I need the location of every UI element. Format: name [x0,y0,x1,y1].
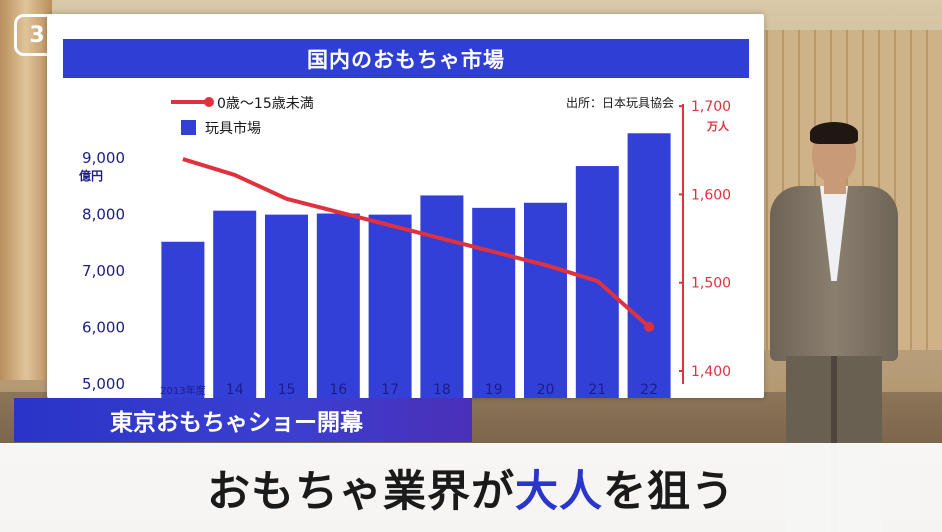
y-left-tick-label: 9,000 [82,149,125,167]
legend-line-label: 0歳〜15歳未満 [217,96,314,112]
presenter-hair [810,122,858,144]
y-left-tick-label: 6,000 [82,319,125,337]
main-caption: おもちゃ業界が 大人 を狙う [0,443,942,532]
bar-toy-market [265,214,308,398]
x-tick-label: 19 [485,382,503,398]
bar-toy-market [420,195,464,398]
bar-toy-market [627,133,671,398]
x-tick-label: 22 [640,382,658,398]
main-caption-part1: おもちゃ業界が [207,466,515,517]
sub-caption: 東京おもちゃショー開幕 [14,398,472,442]
legend-line-marker [204,97,214,107]
bar-toy-market [316,213,360,398]
x-tick-label: 21 [588,382,606,398]
chart-title: 国内のおもちゃ市場 [63,39,749,78]
y-left-tick-label: 8,000 [82,206,125,224]
chart-board: 国内のおもちゃ市場 5,000 6,000 7,000 8,000 9,000 億円 201… [47,14,764,398]
legend-bar-swatch [181,120,196,135]
main-caption-part2: を狙う [603,466,735,517]
x-tick-label: 18 [433,382,451,398]
bar-toy-market [213,210,257,398]
main-caption-emphasis: 大人 [515,466,603,517]
x-tick-label: 2013年度 [160,384,205,397]
y-right-unit: 万人 [706,119,730,133]
bar-toy-market [524,202,567,398]
line-end-marker [644,321,655,332]
x-tick-label: 14 [226,382,244,398]
x-tick-label: 20 [537,382,555,398]
presenter-neck [824,178,846,194]
x-tick-label: 15 [278,382,296,398]
y-left-tick-label: 7,000 [82,262,125,280]
y-left-unit: 億円 [79,168,103,183]
y-left-tick-label: 5,000 [82,375,125,393]
y-right-tick-label: 1,500 [691,276,731,292]
y-right-tick-label: 1,700 [691,99,731,115]
bar-toy-market [472,207,516,398]
source-note: 出所：日本玩具協会 [566,95,674,110]
studio-pillar-left [0,0,52,380]
x-tick-label: 17 [381,382,399,398]
bar-toy-market [161,241,205,398]
legend-bar-label: 玩具市場 [205,120,261,137]
y-right-tick-label: 1,600 [691,187,731,203]
line-child-population [182,157,651,329]
bar-toy-market [368,214,412,398]
x-tick-label: 16 [329,382,347,398]
y-right-tick-label: 1,400 [691,364,731,380]
